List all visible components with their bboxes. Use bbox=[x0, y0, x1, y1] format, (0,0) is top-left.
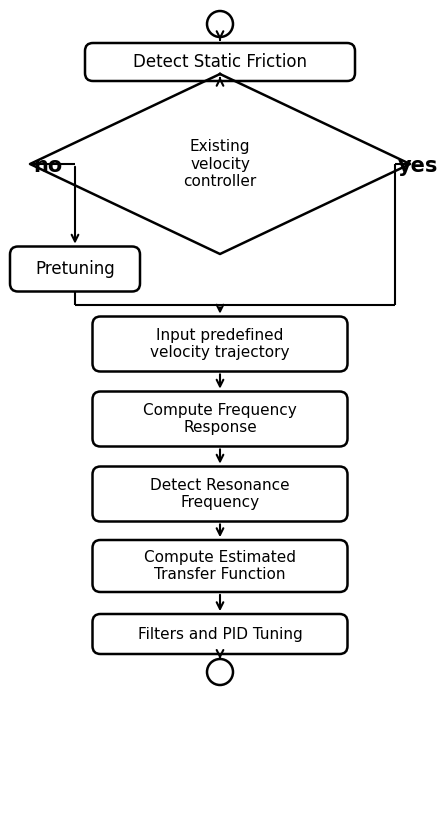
Text: Compute Estimated
Transfer Function: Compute Estimated Transfer Function bbox=[144, 550, 296, 583]
Text: Compute Frequency
Response: Compute Frequency Response bbox=[143, 403, 297, 435]
Text: Detect Static Friction: Detect Static Friction bbox=[133, 53, 307, 71]
Text: Detect Resonance
Frequency: Detect Resonance Frequency bbox=[150, 478, 290, 510]
FancyBboxPatch shape bbox=[93, 614, 348, 654]
FancyBboxPatch shape bbox=[93, 540, 348, 592]
Text: Input predefined
velocity trajectory: Input predefined velocity trajectory bbox=[150, 328, 290, 360]
FancyBboxPatch shape bbox=[93, 316, 348, 372]
Polygon shape bbox=[30, 74, 410, 254]
Text: yes: yes bbox=[398, 156, 438, 176]
Circle shape bbox=[207, 659, 233, 685]
Circle shape bbox=[207, 11, 233, 37]
Text: no: no bbox=[34, 156, 63, 176]
Text: Existing
velocity
controller: Existing velocity controller bbox=[183, 139, 257, 189]
Text: Pretuning: Pretuning bbox=[35, 260, 115, 278]
Text: Filters and PID Tuning: Filters and PID Tuning bbox=[138, 626, 303, 642]
FancyBboxPatch shape bbox=[10, 246, 140, 292]
FancyBboxPatch shape bbox=[93, 391, 348, 447]
FancyBboxPatch shape bbox=[93, 466, 348, 522]
FancyBboxPatch shape bbox=[85, 43, 355, 81]
